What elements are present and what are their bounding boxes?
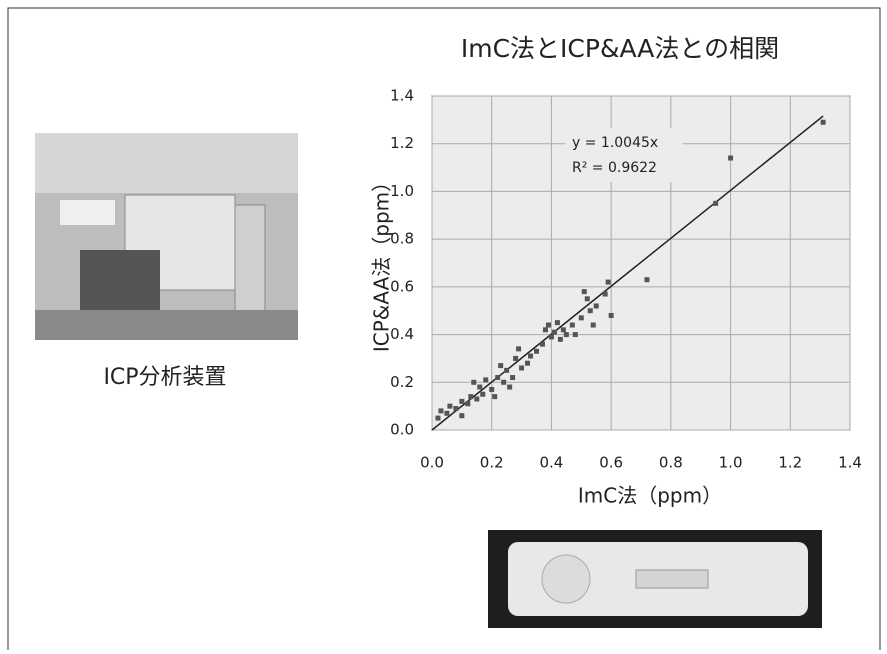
point bbox=[591, 323, 596, 328]
point bbox=[713, 201, 718, 206]
point bbox=[453, 406, 458, 411]
point bbox=[534, 349, 539, 354]
point bbox=[606, 280, 611, 285]
y-tick-label: 0.4 bbox=[390, 325, 414, 343]
point bbox=[444, 411, 449, 416]
point bbox=[588, 308, 593, 313]
y-tick-label: 1.4 bbox=[390, 87, 414, 105]
x-tick-label: 1.2 bbox=[778, 454, 802, 472]
point bbox=[585, 296, 590, 301]
point bbox=[552, 330, 557, 335]
test-strip-photo bbox=[488, 530, 822, 628]
point bbox=[459, 413, 464, 418]
photo-caption: ICP分析装置 bbox=[103, 365, 226, 390]
point bbox=[644, 277, 649, 282]
point bbox=[447, 404, 452, 409]
x-tick-label: 0.0 bbox=[420, 454, 444, 472]
x-tick-label: 0.8 bbox=[659, 454, 683, 472]
slide: ICP分析装置 ImC法とICP&AA法との相関 ImC法（ppm） ICP&A… bbox=[0, 0, 887, 650]
instrument-photo bbox=[35, 133, 298, 340]
y-tick-label: 1.0 bbox=[390, 182, 414, 200]
y-tick-label: 1.2 bbox=[390, 134, 414, 152]
point bbox=[498, 363, 503, 368]
point bbox=[540, 342, 545, 347]
x-axis-label: ImC法（ppm） bbox=[578, 484, 722, 508]
point bbox=[555, 320, 560, 325]
x-tick-label: 0.2 bbox=[480, 454, 504, 472]
point bbox=[561, 327, 566, 332]
y-tick-label: 0.6 bbox=[390, 277, 414, 295]
point bbox=[492, 394, 497, 399]
point bbox=[528, 354, 533, 359]
x-tick-label: 0.4 bbox=[539, 454, 563, 472]
point bbox=[483, 377, 488, 382]
point bbox=[474, 396, 479, 401]
point bbox=[728, 156, 733, 161]
point bbox=[438, 408, 443, 413]
point bbox=[510, 375, 515, 380]
point bbox=[465, 401, 470, 406]
point bbox=[480, 392, 485, 397]
point bbox=[564, 332, 569, 337]
point bbox=[594, 303, 599, 308]
point bbox=[603, 292, 608, 297]
point bbox=[477, 385, 482, 390]
point bbox=[525, 361, 530, 366]
point bbox=[582, 289, 587, 294]
point bbox=[579, 315, 584, 320]
point bbox=[468, 394, 473, 399]
point bbox=[573, 332, 578, 337]
point bbox=[495, 375, 500, 380]
y-tick-label: 0.8 bbox=[390, 230, 414, 248]
y-tick-label: 0.2 bbox=[390, 373, 414, 391]
point bbox=[546, 323, 551, 328]
point bbox=[501, 380, 506, 385]
point bbox=[570, 323, 575, 328]
point bbox=[543, 327, 548, 332]
point bbox=[549, 334, 554, 339]
point bbox=[489, 387, 494, 392]
point bbox=[507, 385, 512, 390]
point bbox=[519, 365, 524, 370]
point bbox=[516, 346, 521, 351]
point bbox=[609, 313, 614, 318]
point bbox=[504, 368, 509, 373]
trendline-equation: y = 1.0045x bbox=[572, 135, 658, 151]
chart-title: ImC法とICP&AA法との相関 bbox=[461, 34, 779, 63]
point bbox=[513, 356, 518, 361]
y-tick-label: 0.0 bbox=[390, 421, 414, 439]
point bbox=[821, 120, 826, 125]
r-squared: R² = 0.9622 bbox=[572, 160, 657, 176]
x-tick-label: 1.4 bbox=[838, 454, 862, 472]
x-tick-label: 0.6 bbox=[599, 454, 623, 472]
point bbox=[558, 337, 563, 342]
x-tick-label: 1.0 bbox=[719, 454, 743, 472]
point bbox=[471, 380, 476, 385]
point bbox=[435, 416, 440, 421]
point bbox=[459, 399, 464, 404]
